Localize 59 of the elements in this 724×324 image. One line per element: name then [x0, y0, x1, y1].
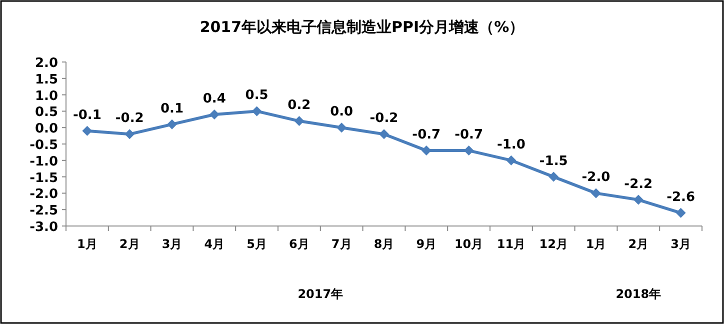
- x-tick-label: 12月: [539, 237, 568, 251]
- y-tick-label: -2.5: [30, 204, 58, 219]
- x-tick-label: 1月: [77, 237, 98, 251]
- y-tick-label: -1.5: [30, 170, 58, 186]
- point: [209, 109, 220, 120]
- data-label: 0.1: [160, 101, 184, 116]
- x-tick-label: 5月: [246, 237, 267, 251]
- x-tick-label: 3月: [162, 237, 182, 251]
- y-tick-label: -1.0: [30, 154, 58, 170]
- chart-title: 2017年以来电子信息制造业PPI分月增速（%）: [200, 18, 524, 36]
- y-tick-label: -2.0: [30, 187, 58, 202]
- point: [421, 146, 432, 156]
- text: 2018年: [616, 287, 662, 301]
- x-tick-label: 9月: [416, 237, 437, 251]
- data-label: -0.1: [72, 108, 102, 123]
- x-tick-label: 1月: [586, 237, 606, 251]
- x-tick-label: 8月: [374, 237, 394, 251]
- point: [633, 194, 644, 205]
- data-label: -0.7: [454, 128, 484, 143]
- data-label: -0.2: [115, 111, 144, 126]
- data-label: 0.2: [288, 98, 311, 114]
- point: [506, 155, 516, 166]
- data-label: -2.6: [666, 190, 696, 205]
- x-tick-label: 3月: [670, 237, 691, 251]
- data-label: -1.5: [539, 154, 568, 169]
- point: [379, 129, 389, 140]
- point: [167, 119, 177, 130]
- y-tick-label: 0.0: [34, 122, 58, 137]
- y-tick-label: 0.5: [34, 105, 58, 120]
- x-tick-label: 11月: [496, 237, 526, 251]
- y-tick-label: 1.0: [34, 88, 58, 104]
- data-label: -2.0: [582, 170, 610, 186]
- point: [82, 126, 92, 136]
- x-tick-label: 7月: [331, 237, 352, 251]
- point: [294, 116, 304, 126]
- x-tick-label: 4月: [204, 237, 225, 251]
- data-label: -1.0: [496, 137, 526, 152]
- point: [124, 129, 135, 140]
- point: [464, 146, 474, 156]
- point: [591, 188, 601, 198]
- y-tick-label: -0.5: [30, 138, 58, 153]
- point: [676, 208, 686, 218]
- x-tick-label: 2月: [628, 237, 649, 251]
- data-label: -0.2: [370, 111, 398, 126]
- data-label: -0.7: [412, 128, 441, 143]
- y-tick-label: 1.5: [34, 72, 58, 88]
- y-tick-label: 2.0: [34, 56, 58, 71]
- x-tick-label: 6月: [289, 237, 310, 251]
- point: [252, 106, 262, 116]
- data-label: 0.0: [330, 104, 354, 120]
- text: 2017年: [298, 287, 344, 301]
- x-tick-label: 2月: [119, 237, 140, 251]
- point: [336, 122, 347, 133]
- y-tick-label: -3.0: [30, 220, 58, 235]
- x-tick-label: 10月: [454, 237, 484, 251]
- data-label: 0.5: [245, 88, 268, 104]
- point: [548, 172, 559, 182]
- data-label: -2.2: [624, 176, 653, 192]
- data-label: 0.4: [202, 91, 226, 106]
